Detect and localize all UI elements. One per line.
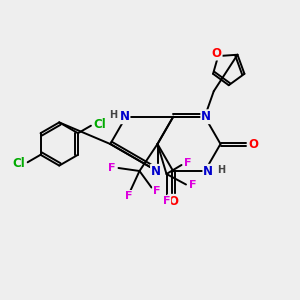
Text: F: F (153, 185, 161, 196)
Text: F: F (189, 179, 196, 190)
Text: Cl: Cl (93, 118, 106, 131)
Text: N: N (201, 110, 211, 123)
Text: F: F (184, 158, 192, 169)
Text: N: N (203, 165, 213, 178)
Text: Cl: Cl (13, 157, 26, 170)
Text: F: F (125, 191, 133, 201)
Text: N: N (151, 165, 161, 178)
Text: O: O (248, 137, 259, 151)
Text: H: H (109, 110, 118, 120)
Text: F: F (108, 163, 116, 173)
Text: O: O (168, 195, 178, 208)
Text: F: F (163, 196, 170, 206)
Text: O: O (212, 46, 222, 60)
Text: N: N (119, 110, 130, 123)
Text: H: H (217, 165, 225, 175)
